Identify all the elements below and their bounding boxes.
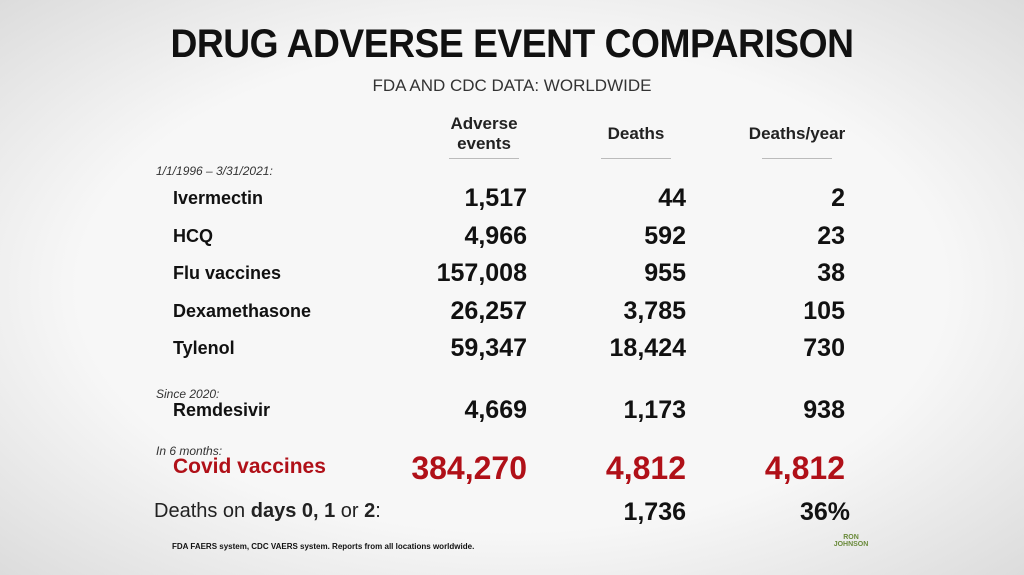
- cell-value: 4,812: [605, 450, 686, 486]
- header-underline: [762, 158, 832, 159]
- column-header: Deaths: [607, 124, 665, 143]
- cell-value: 4,669: [464, 396, 527, 424]
- cell-value: 1,517: [464, 184, 527, 212]
- row-label: Remdesivir: [173, 400, 271, 420]
- row-label: HCQ: [173, 226, 213, 246]
- cell-value: 592: [644, 222, 686, 250]
- cell-value: 2: [831, 184, 845, 212]
- cell-value: 18,424: [609, 334, 686, 362]
- cell-value: 44: [658, 184, 686, 212]
- header-underline: [449, 158, 519, 159]
- title: DRUG ADVERSE EVENT COMPARISON: [170, 22, 854, 66]
- row-label: Covid vaccines: [173, 455, 326, 478]
- summary-label-part: days 0, 1: [250, 500, 336, 522]
- cell-value: 1,173: [623, 396, 686, 424]
- cell-value: 157,008: [436, 259, 527, 287]
- summary-label-part: or: [335, 500, 365, 522]
- summary-label-part: 2: [364, 500, 376, 522]
- cell-value: 3,785: [623, 297, 686, 325]
- summary-percent: 36%: [799, 498, 850, 526]
- section-label: 1/1/1996 – 3/31/2021:: [156, 164, 273, 178]
- column-header: Adverse events: [450, 114, 518, 153]
- cell-value: 4,966: [464, 222, 527, 250]
- summary-deaths: 1,736: [623, 498, 686, 526]
- cell-value: 23: [817, 222, 845, 250]
- section-label: Since 2020:: [156, 387, 220, 401]
- cell-value: 938: [803, 396, 845, 424]
- footnote: FDA FAERS system, CDC VAERS system. Repo…: [172, 542, 475, 551]
- cell-value: 384,270: [411, 450, 527, 486]
- row-label: Flu vaccines: [173, 263, 282, 283]
- header-underline: [601, 158, 671, 159]
- summary-label: Deaths on days 0, 1 or 2:: [154, 500, 381, 523]
- cell-value: 105: [803, 297, 845, 325]
- cell-value: 730: [803, 334, 845, 362]
- summary-label-part: :: [375, 500, 381, 522]
- subtitle: FDA AND CDC DATA: WORLDWIDE: [372, 76, 652, 95]
- row-label: Ivermectin: [173, 188, 264, 208]
- cell-value: 38: [817, 259, 845, 287]
- row-label: Dexamethasone: [173, 301, 312, 321]
- logo: RON JOHNSON: [833, 534, 869, 548]
- cell-value: 26,257: [450, 297, 527, 325]
- cell-value: 59,347: [450, 334, 527, 362]
- column-header: Deaths/year: [748, 124, 846, 143]
- summary-label-part: Deaths on: [154, 500, 251, 522]
- cell-value: 955: [644, 259, 686, 287]
- section-label: In 6 months:: [156, 444, 223, 458]
- cell-value: 4,812: [764, 450, 845, 486]
- row-label: Tylenol: [173, 338, 235, 358]
